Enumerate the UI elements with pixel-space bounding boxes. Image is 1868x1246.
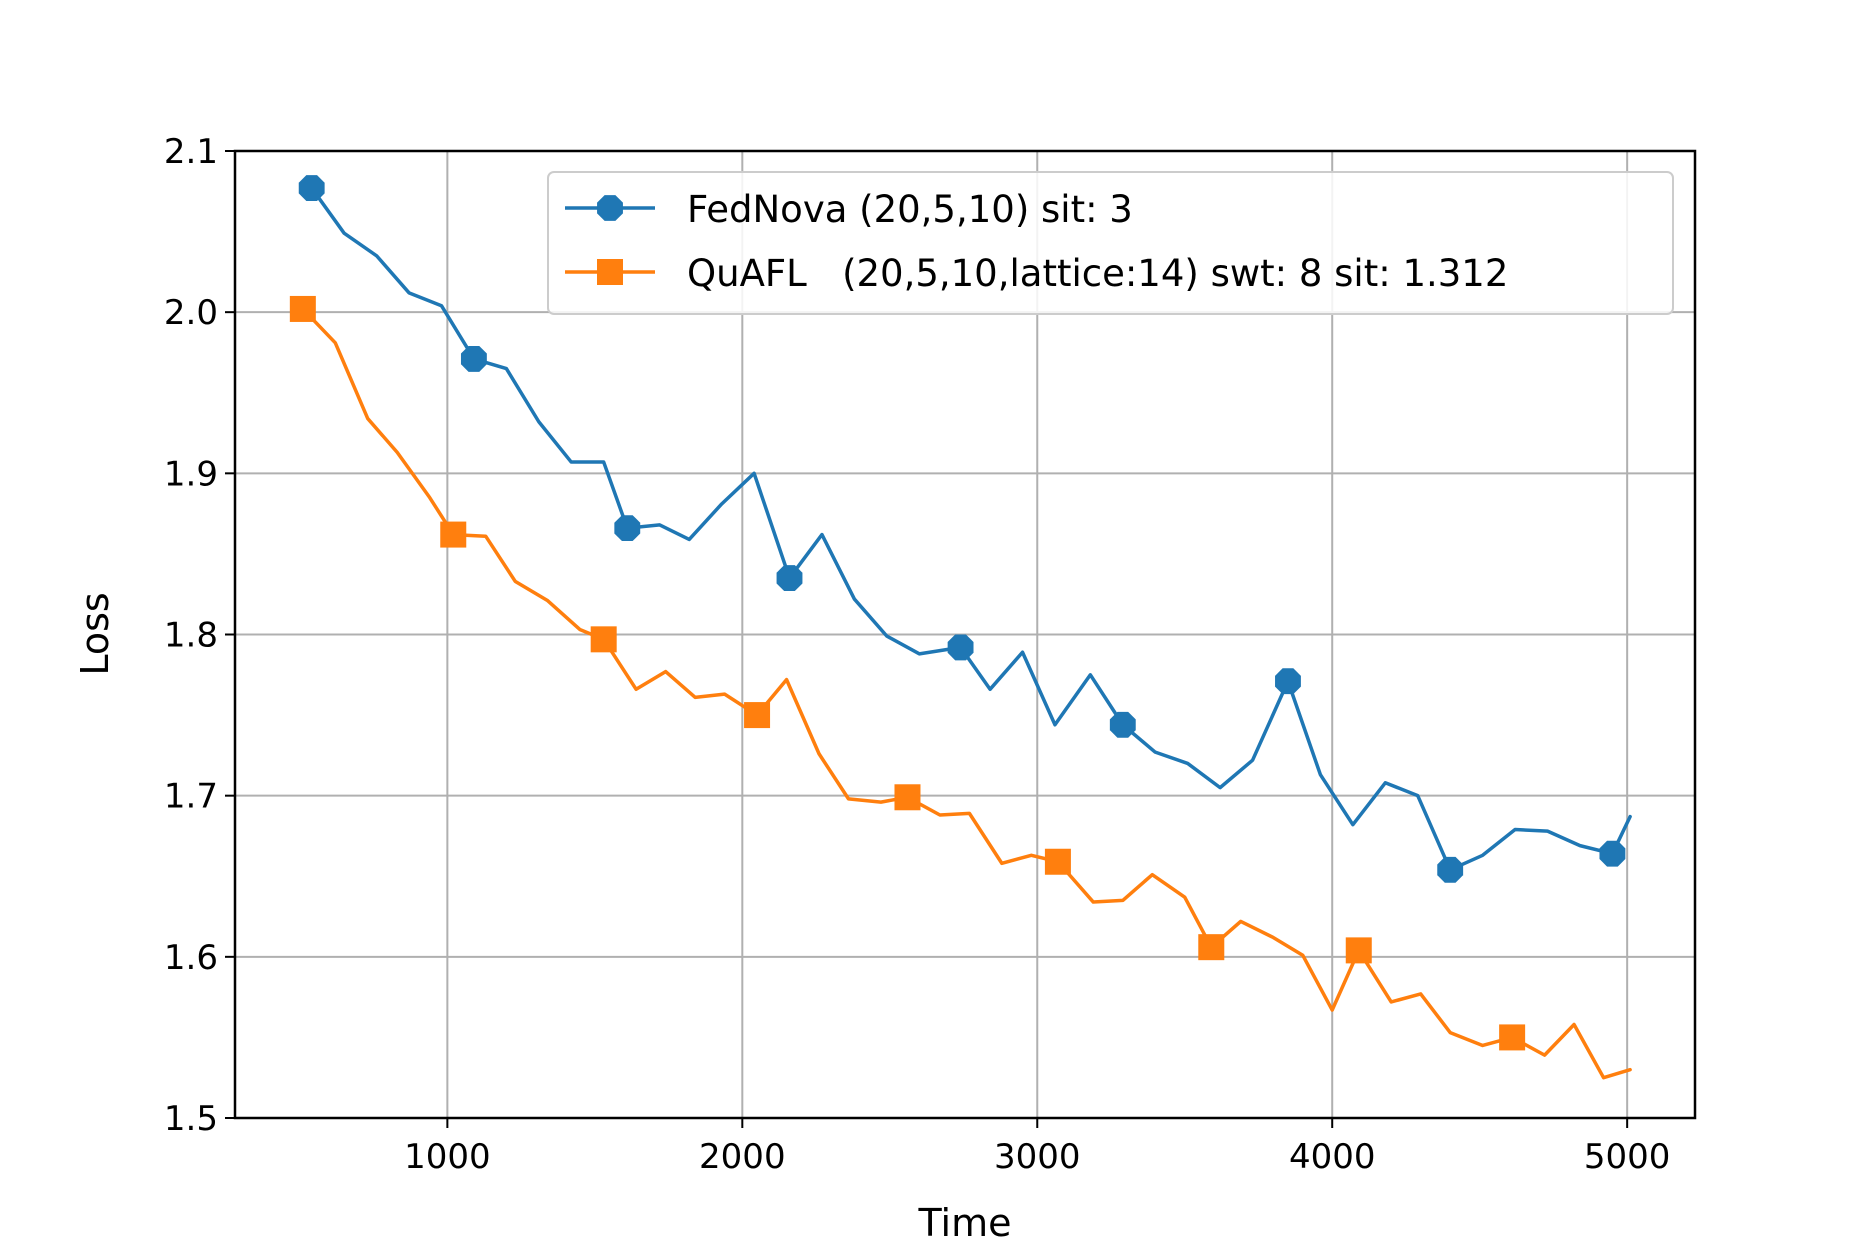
legend-marker: [597, 195, 623, 221]
x-tick-label: 5000: [1584, 1137, 1671, 1177]
y-tick-label: 1.6: [164, 938, 218, 978]
data-point-marker: [440, 521, 467, 548]
x-tick-label: 4000: [1289, 1137, 1376, 1177]
data-point-marker: [1109, 711, 1136, 738]
y-tick-label: 1.7: [164, 777, 218, 817]
series-0: [298, 175, 1632, 883]
data-point-marker: [298, 175, 325, 201]
legend-swatch-fednova: [565, 195, 655, 221]
legend-label-quafl: QuAFL (20,5,10,lattice:14) swt: 8 sit: 1…: [687, 252, 1508, 295]
data-point-marker: [894, 784, 921, 811]
series-1: [289, 295, 1632, 1080]
axis-ticks: 1000 2000 3000 4000 5000 1.5 1.6 1.7 1.8 1.9 2.0 2.…: [164, 132, 1671, 1177]
data-point-marker: [1599, 840, 1626, 867]
data-point-marker: [460, 345, 487, 372]
legend-label-fednova: FedNova (20,5,10) sit: 3: [687, 188, 1133, 231]
y-axis-label: Loss: [73, 592, 117, 675]
data-point-marker: [947, 634, 974, 661]
y-tick-label: 1.9: [164, 454, 218, 494]
data-point-marker: [590, 626, 617, 653]
x-axis-label: Time: [918, 1201, 1012, 1245]
series-line-0: [309, 186, 1632, 872]
data-point-marker: [614, 515, 641, 542]
series-layer: [289, 175, 1632, 1080]
x-tick-label: 3000: [994, 1137, 1081, 1177]
data-point-marker: [776, 565, 803, 592]
data-point-marker: [1044, 848, 1071, 875]
y-tick-label: 1.8: [164, 616, 218, 656]
data-point-marker: [1437, 856, 1464, 883]
data-point-marker: [1198, 934, 1225, 961]
legend: FedNova (20,5,10) sit: 3 QuAFL (20,5,10,…: [547, 171, 1674, 315]
x-tick-label: 2000: [699, 1137, 786, 1177]
legend-marker: [597, 259, 623, 285]
y-tick-label: 2.0: [164, 293, 218, 333]
data-point-marker: [1499, 1024, 1526, 1051]
data-point-marker: [744, 702, 771, 729]
legend-swatch-quafl: [565, 259, 655, 285]
data-point-marker: [289, 295, 316, 322]
data-point-marker: [1345, 937, 1372, 964]
legend-box: [547, 171, 1674, 315]
x-tick-label: 1000: [404, 1137, 491, 1177]
data-point-marker: [1275, 668, 1301, 695]
y-tick-label: 2.1: [164, 132, 218, 172]
series-line-1: [301, 307, 1632, 1080]
y-tick-label: 1.5: [164, 1099, 218, 1139]
